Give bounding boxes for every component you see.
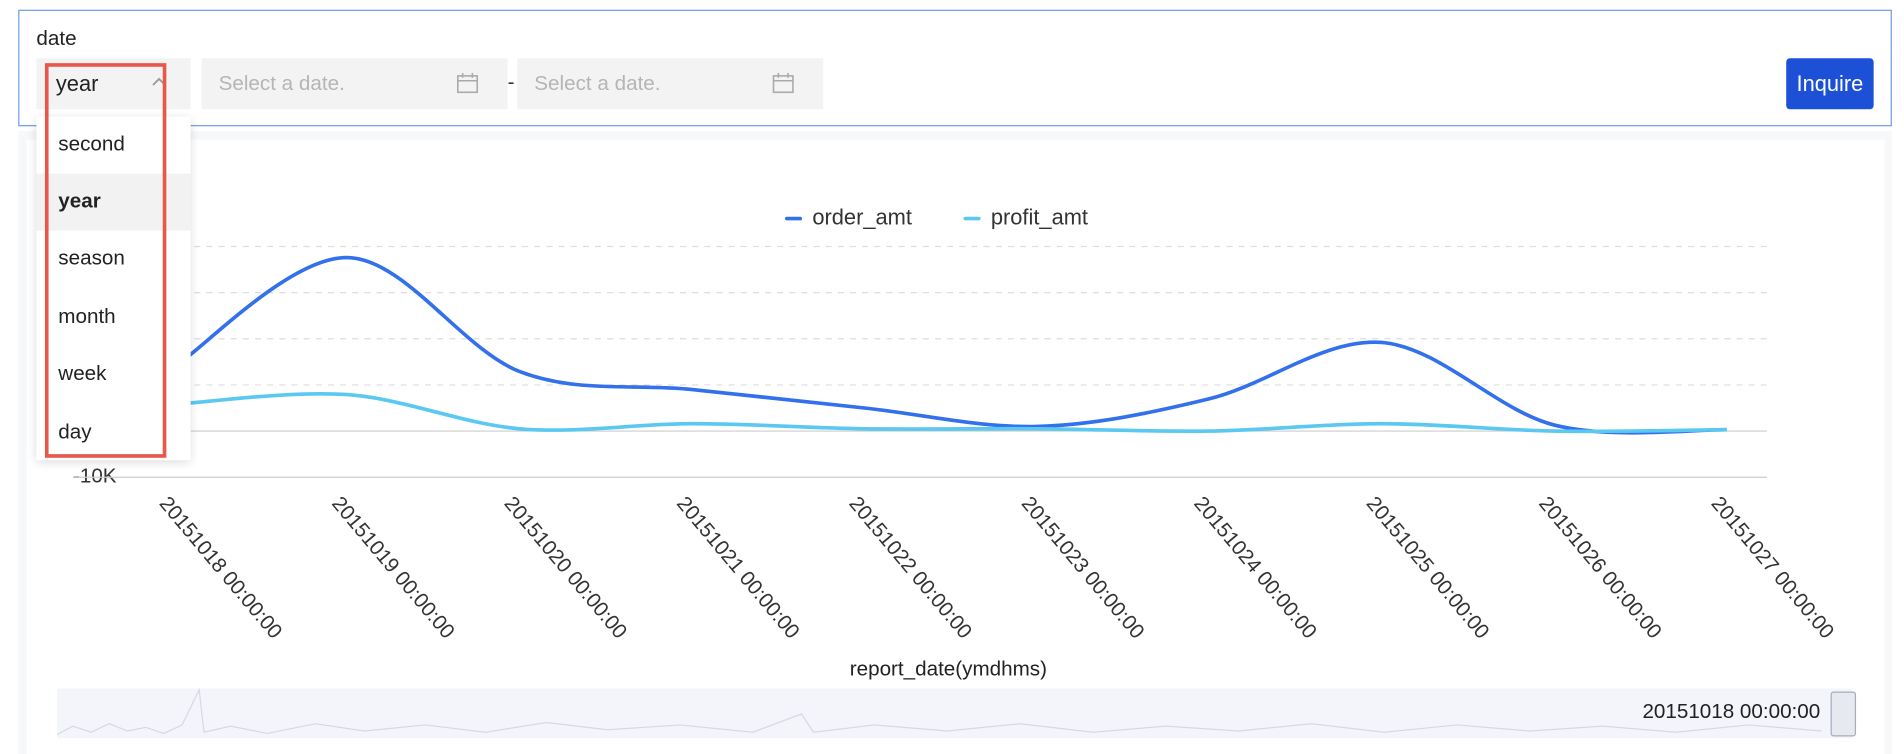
series-line (174, 391, 1727, 434)
dropdown-option[interactable]: season (58, 246, 125, 270)
dropdown-option[interactable]: second (58, 132, 125, 156)
legend-label: profit_amt (991, 204, 1088, 229)
end-date-input[interactable]: Select a date. (517, 58, 824, 110)
series-line (173, 255, 1727, 435)
data-zoom-handle[interactable] (1830, 691, 1857, 737)
placeholder: Select a date. (218, 71, 345, 95)
start-date-input[interactable]: Select a date. (201, 58, 508, 110)
separator: - (507, 70, 515, 94)
dropdown-option[interactable]: day (58, 420, 92, 444)
chart-panel (26, 139, 1885, 754)
calendar-icon (456, 72, 479, 94)
filter-label: date (36, 26, 77, 50)
inquire-button[interactable]: Inquire (1786, 58, 1874, 110)
data-zoom-sparkline (56, 687, 1822, 736)
highlight-box (44, 63, 167, 458)
placeholder: Select a date. (534, 71, 661, 95)
calendar-icon (772, 72, 794, 94)
dropdown-option[interactable]: week (58, 361, 107, 385)
filter-panel (18, 9, 1892, 127)
y-tick-label: -10K (73, 465, 117, 488)
data-zoom-label: 20151018 00:00:00 (1642, 700, 1820, 723)
x-axis-title: report_date(ymdhms) (850, 658, 1047, 681)
legend-label: order_amt (812, 204, 912, 229)
select-value: year (55, 71, 99, 96)
dropdown-option[interactable]: month (58, 304, 116, 328)
